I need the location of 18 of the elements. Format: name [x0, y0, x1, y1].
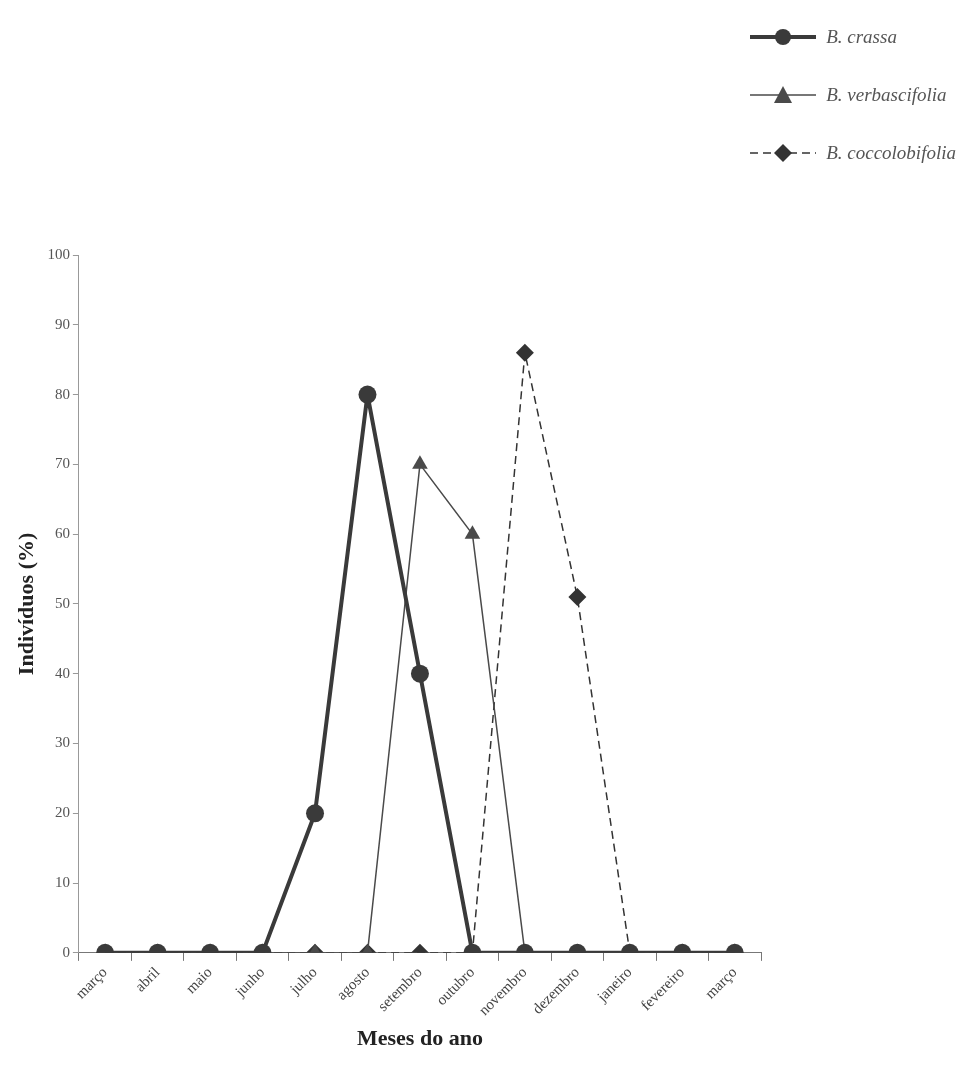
y-tick-label: 10 [54, 874, 70, 891]
legend-label: B. coccolobifolia [826, 142, 956, 164]
x-axis-title: Meses do ano [357, 1025, 483, 1051]
legend-label: B. crassa [826, 26, 897, 48]
y-axis-title: Indivíduos (%) [12, 532, 38, 676]
legend-label: B. verbascifolia [826, 84, 947, 106]
y-tick-label: 70 [54, 455, 70, 472]
x-tick-label: abril [131, 963, 163, 995]
y-tick-label: 50 [54, 594, 70, 611]
y-tick-label: 30 [54, 734, 70, 751]
y-tick-label: 80 [54, 385, 70, 402]
x-tick-label: maio [182, 963, 215, 997]
y-tick-label: 0 [62, 943, 70, 960]
y-tick-label: 90 [54, 315, 70, 332]
y-tick-label: 20 [54, 804, 70, 821]
y-tick-label: 100 [47, 245, 70, 262]
y-tick-label: 40 [54, 664, 70, 681]
y-tick-label: 60 [54, 525, 70, 542]
